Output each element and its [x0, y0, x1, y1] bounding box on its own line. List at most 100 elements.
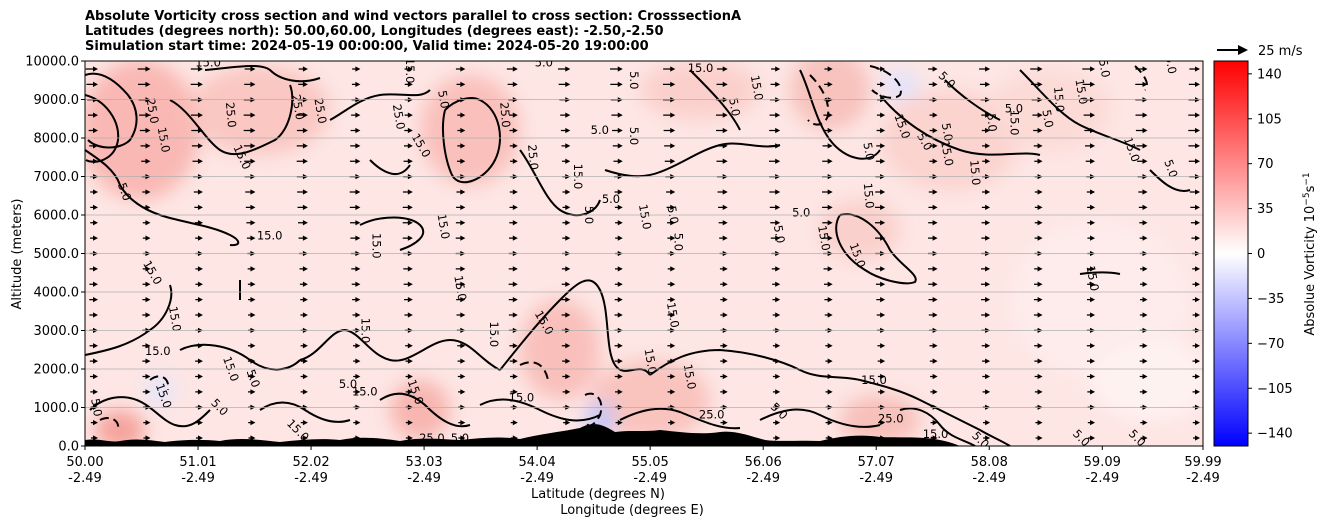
wind-vector: [877, 343, 886, 349]
wind-vector: [982, 373, 991, 380]
wind-vector: [1192, 373, 1200, 380]
wind-vector: [563, 420, 571, 426]
x-tick-label-latitude: 55.05: [632, 455, 669, 470]
contour-label: 15.0: [257, 229, 283, 243]
wind-vector: [405, 435, 413, 441]
wind-vector: [299, 266, 308, 272]
wind-vector: [90, 189, 98, 195]
wind-vector: [1082, 66, 1096, 72]
y-axis-label: Altitude (meters): [10, 199, 25, 310]
wind-vector: [666, 204, 676, 210]
wind-vector: [720, 389, 728, 395]
wind-vector: [1139, 266, 1148, 272]
wind-vector: [718, 204, 728, 210]
wind-vector: [1139, 297, 1148, 303]
colorbar-tick-label: −35: [1257, 292, 1284, 307]
contour-label: 5.0: [115, 181, 134, 203]
x-tick-label-latitude: 51.01: [179, 455, 216, 470]
wind-vector: [981, 112, 991, 118]
wind-vector: [352, 312, 361, 318]
wind-vector: [663, 112, 676, 118]
y-tick-label: 6000.0: [34, 209, 80, 224]
wind-vector: [247, 373, 256, 380]
colorbar-tick-label: −105: [1257, 382, 1293, 397]
contour-label: 25.0: [497, 101, 513, 128]
wind-vector: [875, 266, 886, 272]
contour-label: 15.0: [1072, 78, 1090, 106]
wind-vector: [928, 312, 938, 318]
contour-label: 5.0: [726, 97, 743, 117]
wind-vector: [1034, 158, 1043, 164]
wind-vector: [1135, 127, 1148, 134]
quiver-key-label: 25 m/s: [1258, 44, 1303, 59]
wind-vector: [509, 158, 518, 164]
wind-vector: [1191, 235, 1200, 241]
wind-vector: [191, 143, 203, 149]
wind-vector: [1087, 220, 1096, 226]
wind-vector: [825, 373, 833, 380]
wind-vector: [508, 312, 518, 318]
wind-vector: [877, 389, 886, 395]
wind-vector: [720, 420, 728, 426]
wind-vector: [1189, 66, 1200, 72]
wind-vector: [403, 266, 413, 272]
wind-vector: [298, 66, 308, 72]
wind-vector: [402, 235, 413, 241]
wind-vector: [1087, 266, 1096, 272]
x-tick-label-latitude: 52.02: [292, 455, 329, 470]
wind-vector: [403, 158, 413, 164]
contour-label: 15.0: [1084, 265, 1102, 293]
wind-vector: [1034, 343, 1043, 349]
wind-vector: [562, 158, 571, 164]
wind-vector: [878, 420, 886, 426]
wind-vector: [142, 281, 151, 287]
wind-vector: [720, 312, 728, 318]
y-tick-label: 4000.0: [34, 286, 80, 301]
wind-vector: [508, 281, 518, 287]
wind-vector: [1033, 127, 1043, 134]
wind-vector: [403, 143, 413, 149]
wind-vector: [875, 189, 886, 195]
y-tick-label: 2000.0: [34, 363, 80, 378]
contour-label: 15.0: [487, 322, 501, 348]
wind-vector: [615, 235, 623, 241]
wind-vector: [825, 358, 833, 364]
wind-vector: [349, 158, 361, 164]
wind-vector: [404, 312, 413, 318]
wind-vector: [510, 435, 518, 441]
wind-vector: [667, 343, 676, 349]
wind-vector: [1033, 312, 1043, 318]
x-axis: 50.00-2.4951.01-2.4952.02-2.4953.03-2.49…: [66, 446, 1222, 486]
title-line-2: Latitudes (degrees north): 50.00,60.00, …: [85, 24, 664, 39]
wind-vector: [1135, 81, 1148, 87]
contour-label: 15.0: [145, 344, 171, 358]
wind-vector: [195, 266, 203, 272]
y-tick-label: 5000.0: [34, 247, 80, 262]
wind-vector: [142, 312, 151, 318]
wind-vector: [667, 358, 676, 364]
contour-label: 25.0: [390, 103, 408, 131]
wind-vector: [402, 220, 413, 226]
wind-vector: [720, 358, 728, 364]
wind-vector: [404, 66, 413, 72]
wind-vector: [351, 81, 361, 87]
wind-vector: [1139, 389, 1148, 395]
wind-vector: [90, 373, 98, 380]
colorbar-tick-label: −70: [1257, 337, 1284, 352]
wind-vector: [195, 235, 203, 241]
wind-vector: [247, 266, 256, 272]
wind-vector: [195, 297, 203, 303]
wind-vector: [352, 297, 361, 303]
wind-vector: [981, 235, 991, 241]
wind-vector: [561, 343, 571, 349]
wind-vector: [876, 312, 886, 318]
wind-vector: [509, 358, 518, 364]
x-tick-label-longitude: -2.49: [294, 471, 328, 486]
wind-vector: [140, 143, 151, 149]
wind-vector: [979, 66, 991, 72]
wind-vector: [558, 81, 571, 87]
wind-vector: [561, 143, 571, 149]
wind-vector: [614, 312, 623, 318]
wind-vector: [1190, 204, 1200, 210]
wind-vector: [243, 127, 256, 134]
